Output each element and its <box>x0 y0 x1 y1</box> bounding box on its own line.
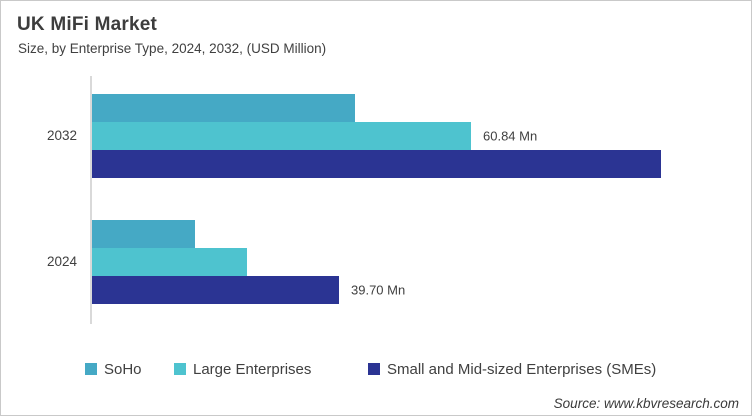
legend-swatch-icon <box>174 363 186 375</box>
legend-item-small-and-mid-sized-enterprises-smes: Small and Mid-sized Enterprises (SMEs) <box>368 357 656 381</box>
bar-2032-large-enterprises: 60.84 Mn <box>92 122 537 150</box>
category-axis-line <box>90 76 92 324</box>
data-label-2024-small-and-mid-sized-enterprises-smes: 39.70 Mn <box>351 282 406 298</box>
legend-swatch-icon <box>368 363 380 375</box>
legend-label: SoHo <box>104 360 142 378</box>
category-label-2032: 2032 <box>46 128 77 143</box>
category-label-2024: 2024 <box>46 254 77 269</box>
legend-label: Small and Mid-sized Enterprises (SMEs) <box>387 360 657 378</box>
source-attribution: Source: www.kbvresearch.com <box>553 396 739 411</box>
data-label-2032-large-enterprises: 60.84 Mn <box>483 128 538 144</box>
bar-2032-small-and-mid-sized-enterprises-smes <box>92 150 661 178</box>
page-title: UK MiFi Market <box>17 14 158 35</box>
page-subtitle: Size, by Enterprise Type, 2024, 2032, (U… <box>18 41 327 56</box>
legend-label: Large Enterprises <box>193 360 312 378</box>
bar-2024-large-enterprises <box>92 248 247 276</box>
legend-item-soho: SoHo <box>85 357 142 381</box>
legend: SoHo Large Enterprises Small and Mid-sized… <box>1 357 751 381</box>
bar-2032-soho <box>92 94 355 122</box>
plot-area: 2032 60.84 Mn 2024 39.70 Mn <box>1 76 751 324</box>
bar-2024-small-and-mid-sized-enterprises-smes: 39.70 Mn <box>92 276 405 304</box>
legend-item-large-enterprises: Large Enterprises <box>174 357 311 381</box>
bar-2024-soho <box>92 220 195 248</box>
legend-swatch-icon <box>85 363 97 375</box>
